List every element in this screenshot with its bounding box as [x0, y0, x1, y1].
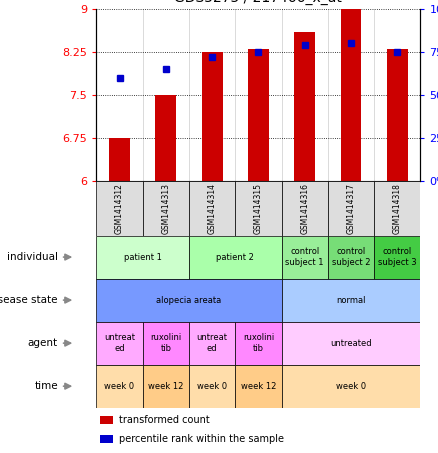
Bar [96, 181, 143, 236]
Bar [109, 138, 130, 181]
Bar [96, 365, 143, 408]
Bar [374, 236, 420, 279]
Text: ruxolini
tib: ruxolini tib [150, 333, 181, 353]
Text: disease state: disease state [0, 295, 58, 305]
Text: ruxolini
tib: ruxolini tib [243, 333, 274, 353]
Text: individual: individual [7, 252, 58, 262]
Text: percentile rank within the sample: percentile rank within the sample [119, 434, 284, 444]
Text: untreat
ed: untreat ed [104, 333, 135, 353]
Bar [189, 365, 235, 408]
Bar [201, 52, 223, 181]
Text: GSM1414315: GSM1414315 [254, 183, 263, 234]
Bar [235, 322, 282, 365]
Bar [282, 181, 328, 236]
Text: patient 1: patient 1 [124, 253, 162, 261]
Text: week 0: week 0 [197, 382, 227, 390]
Bar [282, 365, 420, 408]
Text: alopecia areata: alopecia areata [156, 296, 222, 304]
Bar [155, 95, 176, 181]
Bar [248, 49, 269, 181]
Text: GSM1414312: GSM1414312 [115, 183, 124, 234]
Bar [189, 236, 282, 279]
Title: GDS5275 / 217466_x_at: GDS5275 / 217466_x_at [174, 0, 343, 5]
Bar [374, 181, 420, 236]
Bar [282, 279, 420, 322]
Bar [99, 435, 113, 443]
Bar [282, 322, 420, 365]
Bar [387, 49, 408, 181]
Bar [328, 236, 374, 279]
Text: week 0: week 0 [336, 382, 366, 390]
Text: normal: normal [336, 296, 366, 304]
Bar [235, 365, 282, 408]
Bar [328, 181, 374, 236]
Bar [189, 181, 235, 236]
Text: GSM1414313: GSM1414313 [161, 183, 170, 234]
Text: agent: agent [28, 338, 58, 348]
Text: transformed count: transformed count [119, 415, 210, 425]
Bar [96, 279, 282, 322]
Text: untreated: untreated [330, 339, 372, 347]
Text: control
subject 3: control subject 3 [378, 247, 417, 267]
Text: week 0: week 0 [104, 382, 134, 390]
Bar [282, 236, 328, 279]
Bar [341, 9, 361, 181]
Bar [99, 416, 113, 424]
Text: GSM1414318: GSM1414318 [393, 183, 402, 234]
Text: time: time [34, 381, 58, 391]
Bar [96, 322, 143, 365]
Text: GSM1414314: GSM1414314 [208, 183, 217, 234]
Text: week 12: week 12 [241, 382, 276, 390]
Text: GSM1414317: GSM1414317 [346, 183, 356, 234]
Text: control
subject 2: control subject 2 [332, 247, 370, 267]
Bar [189, 322, 235, 365]
Text: week 12: week 12 [148, 382, 184, 390]
Text: untreat
ed: untreat ed [197, 333, 228, 353]
Bar [143, 365, 189, 408]
Bar [143, 181, 189, 236]
Text: control
subject 1: control subject 1 [286, 247, 324, 267]
Bar [235, 181, 282, 236]
Bar [143, 322, 189, 365]
Text: GSM1414316: GSM1414316 [300, 183, 309, 234]
Text: patient 2: patient 2 [216, 253, 254, 261]
Bar [294, 32, 315, 181]
Bar [96, 236, 189, 279]
